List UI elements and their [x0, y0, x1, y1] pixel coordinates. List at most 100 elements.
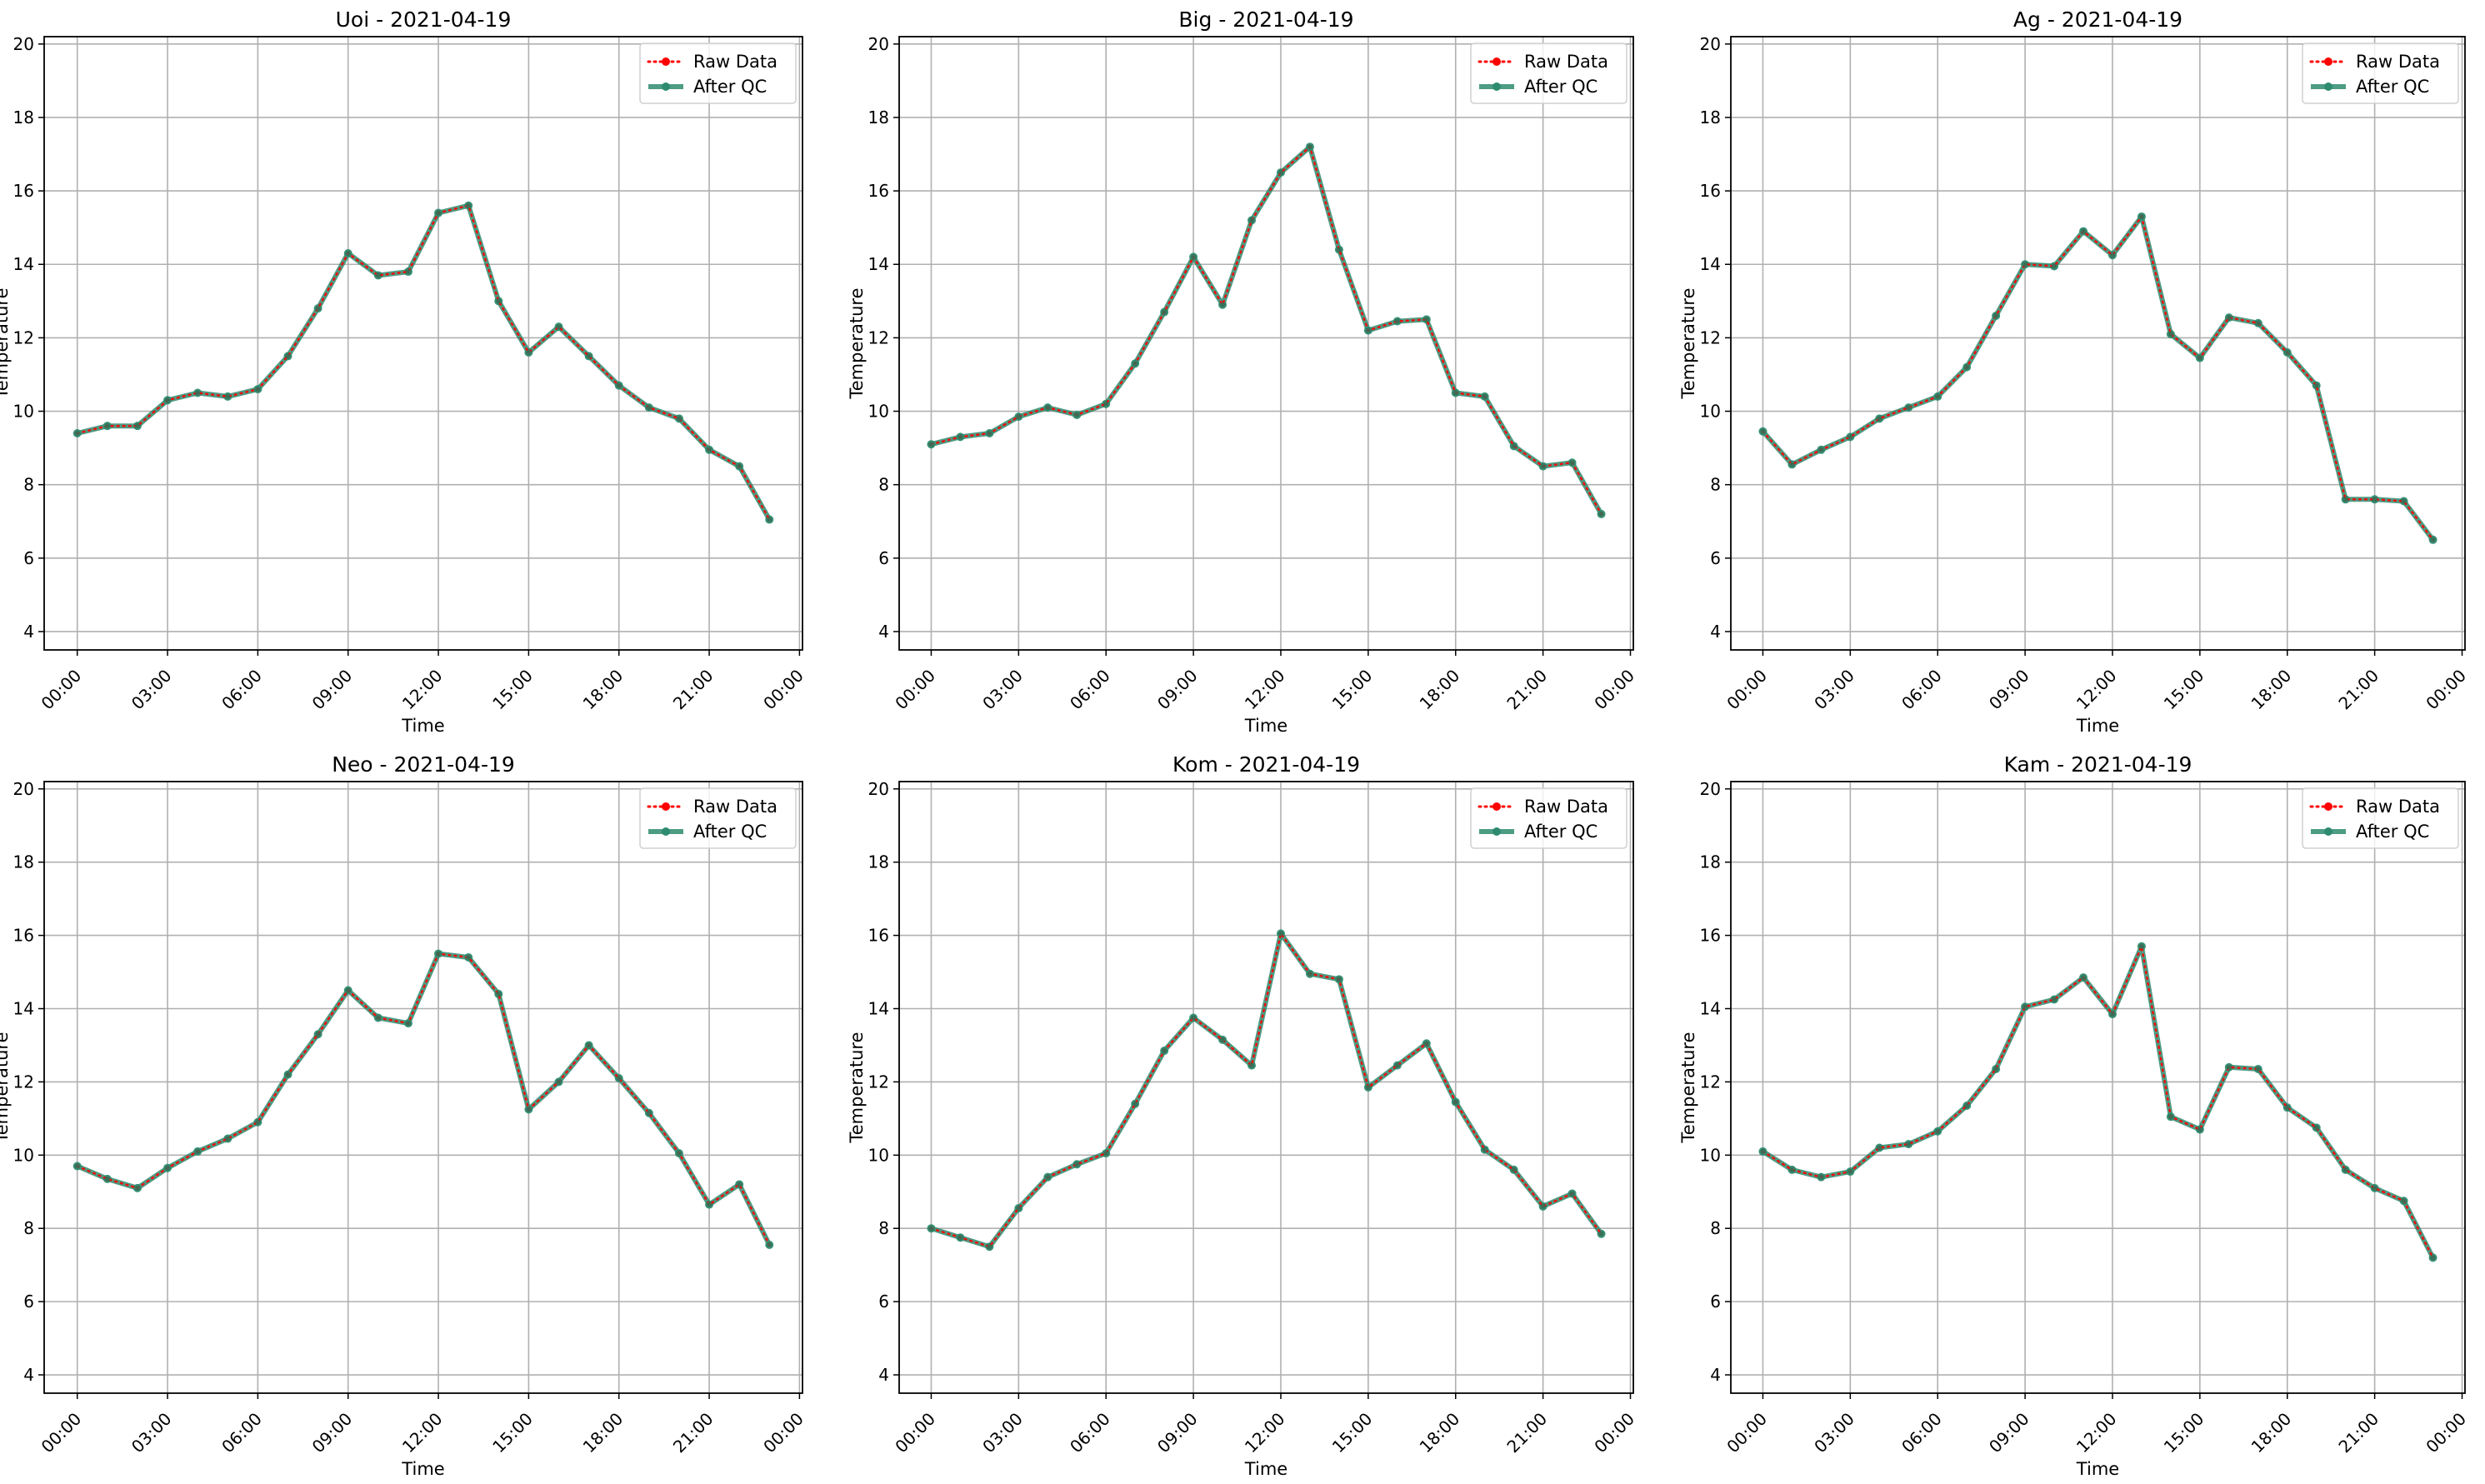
data-point-raw-data — [1394, 318, 1400, 324]
chart-title: Kom - 2021-04-19 — [1172, 752, 1360, 777]
data-point-raw-data — [2255, 320, 2261, 326]
data-point-raw-data — [1598, 1231, 1604, 1237]
legend-marker-after-qc — [2324, 827, 2332, 836]
data-point-raw-data — [1598, 511, 1604, 517]
grid-lines — [1731, 37, 2465, 650]
x-tick-label: 12:00 — [398, 666, 447, 714]
y-tick-label: 12 — [868, 1072, 889, 1092]
data-point-raw-data — [987, 1244, 992, 1250]
legend-label-raw-data: Raw Data — [693, 52, 778, 72]
data-point-raw-data — [74, 430, 80, 436]
y-tick-label: 16 — [13, 181, 34, 201]
y-tick-label: 12 — [13, 327, 34, 347]
x-tick-label: 21:00 — [2334, 666, 2382, 714]
data-point-raw-data — [616, 382, 622, 388]
legend-label-raw-data: Raw Data — [2356, 797, 2440, 817]
y-tick-label: 4 — [1710, 1365, 1721, 1385]
data-point-raw-data — [1423, 317, 1429, 322]
series-line-after-qc — [930, 931, 1603, 1250]
legend-label-raw-data: Raw Data — [1524, 797, 1608, 817]
data-point-raw-data — [1482, 1147, 1488, 1152]
legend-label-raw-data: Raw Data — [1524, 52, 1608, 72]
series-line-after-qc — [1761, 943, 2436, 1259]
data-point-raw-data — [646, 405, 652, 411]
chart-panel-4: Neo - 2021-04-19 00:00 03:00 06:00 09:00 12:0… — [0, 752, 808, 1479]
data-point-raw-data — [1016, 1206, 1022, 1212]
x-tick-label: 15:00 — [488, 666, 537, 714]
grid-lines — [1731, 782, 2465, 1393]
y-tick-label: 4 — [878, 622, 889, 642]
data-point-raw-data — [1935, 393, 1941, 399]
y-tick-label: 16 — [868, 181, 889, 201]
data-point-raw-data — [1848, 1169, 1853, 1175]
x-axis-label: Time — [401, 1459, 444, 1479]
data-point-raw-data — [436, 951, 442, 957]
grid-lines — [44, 37, 802, 650]
y-tick-label: 10 — [868, 1145, 889, 1165]
series-line-raw-data — [1762, 214, 2434, 542]
y-tick-label: 14 — [13, 999, 34, 1019]
data-point-raw-data — [2168, 1114, 2173, 1120]
data-point-raw-data — [1307, 144, 1312, 150]
data-point-raw-data — [1789, 462, 1795, 467]
x-tick-label: 00:00 — [759, 1409, 808, 1457]
legend: Raw Data After QC — [1470, 42, 1628, 104]
data-point-raw-data — [134, 423, 140, 429]
x-tick-label: 06:00 — [1066, 666, 1114, 714]
data-point-raw-data — [1511, 443, 1517, 449]
y-tick-label: 10 — [13, 402, 34, 422]
x-tick-label: 00:00 — [2422, 1409, 2470, 1457]
data-point-raw-data — [1993, 312, 1999, 318]
legend-marker-raw-data — [662, 57, 670, 66]
data-point-raw-data — [1818, 447, 1824, 452]
data-point-raw-data — [1132, 1101, 1138, 1107]
series-line-after-qc — [76, 202, 772, 521]
legend: Raw Data After QC — [2302, 42, 2459, 104]
data-point-raw-data — [2401, 1198, 2407, 1204]
y-tick-label: 20 — [13, 779, 34, 799]
data-point-raw-data — [526, 1107, 532, 1112]
data-point-raw-data — [2138, 943, 2144, 949]
x-tick-label: 18:00 — [1416, 666, 1464, 714]
y-tick-label: 16 — [868, 926, 889, 946]
y-tick-label: 14 — [868, 254, 889, 274]
data-point-raw-data — [345, 251, 351, 257]
x-tick-label: 06:00 — [218, 666, 266, 714]
data-point-raw-data — [2313, 382, 2319, 388]
y-tick-label: 4 — [23, 622, 34, 642]
legend-label-after-qc: After QC — [2356, 822, 2429, 842]
y-tick-label: 20 — [1700, 779, 1721, 799]
x-axis-label: Time — [2076, 1459, 2119, 1479]
y-tick-label: 14 — [1700, 999, 1721, 1019]
data-point-raw-data — [676, 416, 682, 422]
y-tick-label: 16 — [1700, 926, 1721, 946]
data-point-raw-data — [556, 324, 562, 330]
data-point-raw-data — [2313, 1125, 2319, 1131]
y-tick-label: 14 — [868, 999, 889, 1019]
x-tick-label: 21:00 — [1502, 1409, 1551, 1457]
y-tick-label: 12 — [868, 327, 889, 347]
x-tick-label: 00:00 — [1722, 666, 1771, 714]
legend-marker-raw-data — [2324, 57, 2332, 66]
chart-title: Uoi - 2021-04-19 — [336, 7, 512, 32]
chart-panel-5: Kom - 2021-04-19 00:00 03:00 06:00 09:00 12:0… — [847, 752, 1638, 1479]
y-axis-label: Temperature — [1678, 1032, 1698, 1143]
y-tick-label: 10 — [1700, 1145, 1721, 1165]
data-point-raw-data — [2022, 262, 2028, 267]
data-point-raw-data — [2284, 350, 2290, 356]
data-point-raw-data — [2081, 228, 2087, 234]
data-point-raw-data — [195, 1148, 201, 1154]
y-axis-label: Temperature — [0, 1032, 12, 1143]
x-tick-label: 03:00 — [1810, 666, 1858, 714]
y-tick-label: 4 — [23, 1365, 34, 1385]
series-line-raw-data — [76, 952, 771, 1247]
data-point-raw-data — [496, 298, 502, 304]
data-point-raw-data — [958, 1235, 963, 1241]
legend-marker-after-qc — [662, 82, 670, 91]
data-point-raw-data — [315, 306, 321, 312]
x-tick-label: 06:00 — [1898, 1409, 1946, 1457]
x-tick-label: 00:00 — [1590, 666, 1638, 714]
data-point-raw-data — [1789, 1167, 1795, 1172]
y-tick-label: 16 — [13, 926, 34, 946]
